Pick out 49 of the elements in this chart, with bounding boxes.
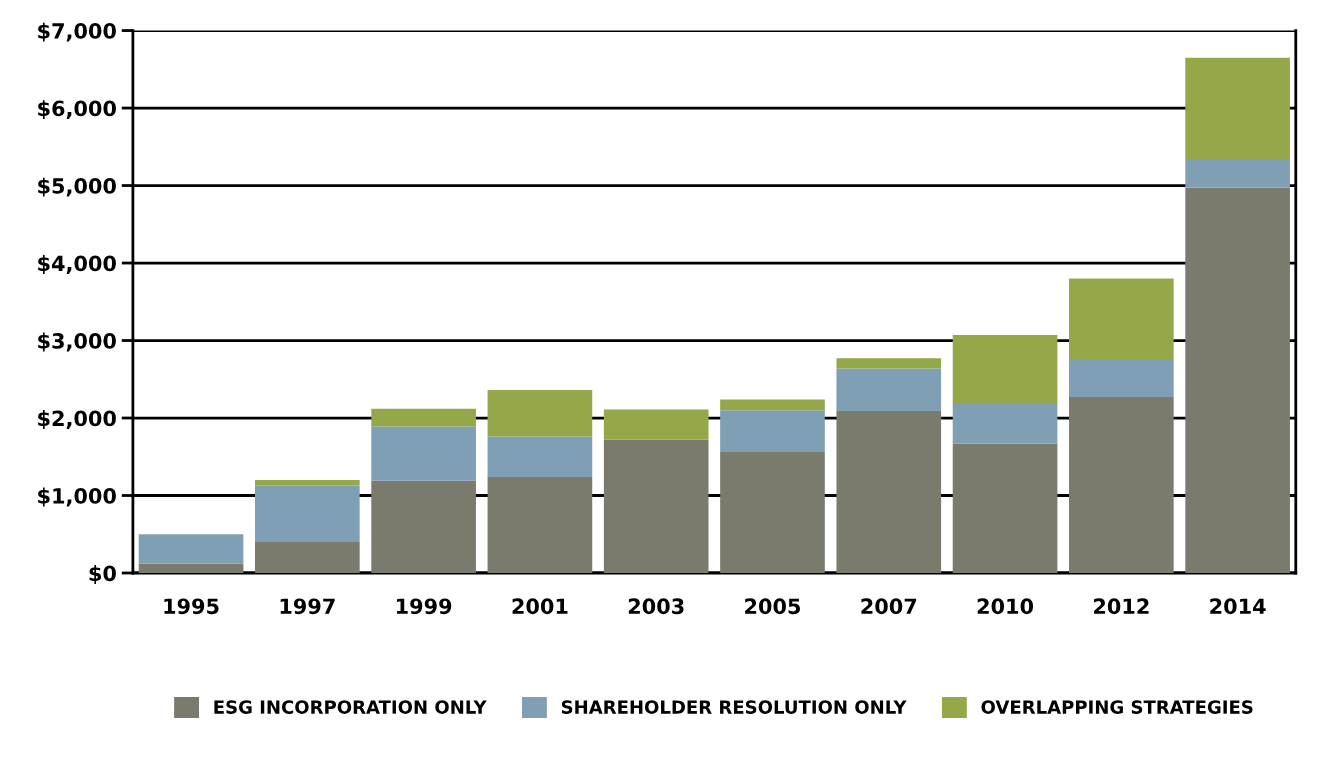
bar [952,404,1058,444]
bar [720,410,825,453]
legend-label: ESG INCORPORATION ONLY [214,700,487,714]
bar [138,534,244,564]
bar [1185,57,1290,160]
bar [487,436,593,477]
legend-label: SHAREHOLDER RESOLUTION ONLY [561,700,907,714]
bar [603,409,709,440]
y-tick-label: $5,000 [38,177,116,197]
y-tick-label: $7,000 [38,22,116,42]
x-tick-label: 2005 [745,598,801,615]
bar [255,542,360,573]
bar [836,411,942,573]
x-tick-label: 1999 [396,598,452,615]
bar [1185,159,1290,188]
x-tick-label: 2014 [1210,598,1266,615]
bar [255,485,360,542]
bar [487,390,593,437]
y-tick-label: $6,000 [38,100,116,120]
x-tick-label: 2012 [1094,598,1149,615]
bar [371,408,476,427]
legend-label: OVERLAPPING STRATEGIES [981,700,1253,714]
x-tick-label: 2010 [977,598,1034,615]
x-tick-label: 1997 [280,598,335,615]
x-tick-label: 2007 [861,598,917,615]
bar [720,399,825,411]
bar [1185,187,1290,573]
bar [836,368,942,412]
bar [952,335,1058,405]
bar [603,439,709,573]
y-tick-label: $2,000 [38,410,116,429]
bar [836,358,942,369]
x-tick-label: 2003 [628,598,684,615]
bar [720,452,825,573]
y-tick-label: $0 [89,565,116,584]
bar [1069,359,1174,398]
x-tick-label: 2001 [512,598,568,615]
bar [138,563,244,573]
bar [371,426,476,481]
bar [952,443,1058,573]
bar [1069,278,1174,360]
y-tick-label: $3,000 [38,332,116,352]
y-tick-label: $1,000 [38,487,116,507]
y-tick-label: $4,000 [38,255,116,275]
x-tick-label: 1995 [164,598,219,615]
bar [255,480,360,486]
bar [487,476,593,573]
bar [1069,397,1174,573]
bar [371,480,476,573]
